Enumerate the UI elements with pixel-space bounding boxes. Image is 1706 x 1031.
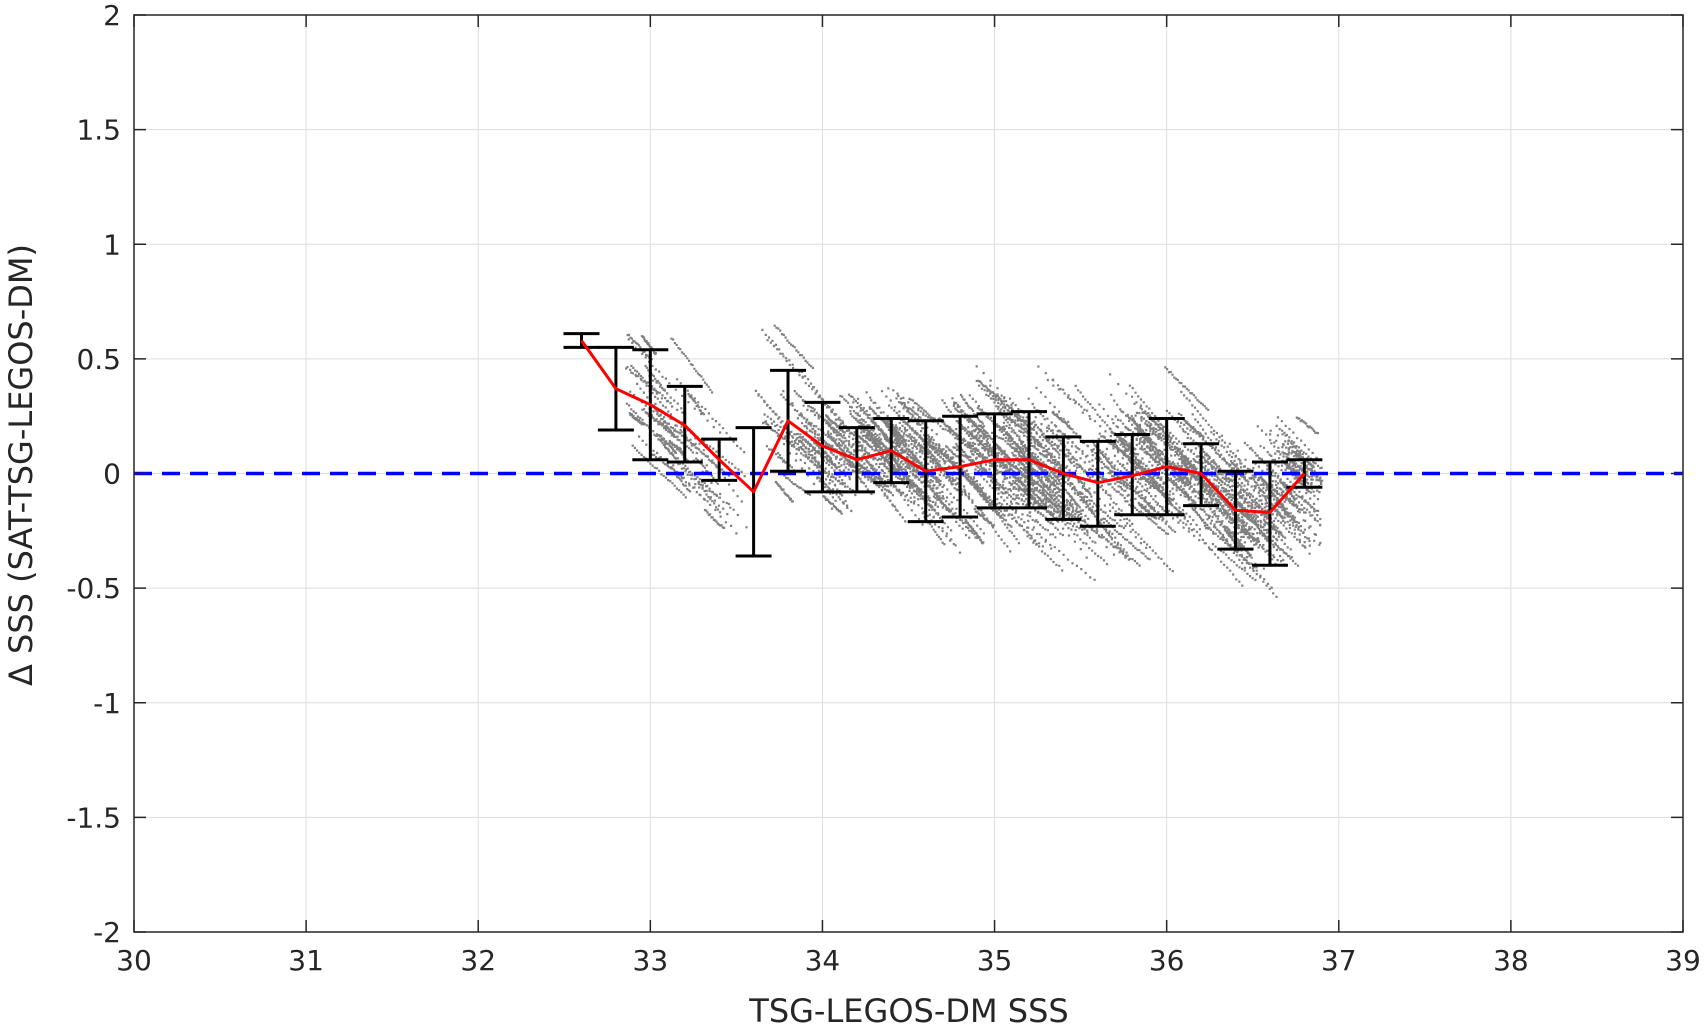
mean-line	[580, 339, 1306, 514]
y-tick-label: -1.5	[66, 801, 121, 834]
x-tick-label: 33	[633, 944, 669, 977]
x-tick-label: 39	[1665, 944, 1701, 977]
x-tick-label: 37	[1321, 944, 1357, 977]
x-tick-label: 36	[1149, 944, 1185, 977]
x-tick-label: 30	[116, 944, 152, 977]
error-bar	[1045, 435, 1082, 521]
y-tick-label: 0	[103, 458, 121, 491]
y-tick-label: -0.5	[66, 572, 121, 605]
x-tick-label: 34	[805, 944, 841, 977]
x-tick-label: 38	[1493, 944, 1529, 977]
y-tick-label: -1	[93, 687, 121, 720]
x-axis-title: TSG-LEGOS-DM SSS	[748, 992, 1068, 1030]
error-bars	[563, 332, 1323, 567]
x-tick-label: 35	[977, 944, 1013, 977]
y-tick-label: 0.5	[76, 343, 121, 376]
y-tick-label: -2	[93, 916, 121, 949]
x-tick-label: 32	[460, 944, 496, 977]
scatter-cloud	[625, 324, 1324, 598]
x-tick-label: 31	[288, 944, 324, 977]
tick-labels: 30 31 32 33 34 35 36 37 38 39 2 1.5 1 0.5 0 -0.5 -1 -1.5 -…	[66, 0, 1700, 977]
y-axis-title: Δ SSS (SAT-TSG-LEGOS-DM)	[2, 244, 40, 686]
y-tick-label: 1.5	[76, 114, 121, 147]
axes	[133, 14, 1684, 933]
y-tick-label: 2	[103, 0, 121, 32]
mean-line-group	[580, 339, 1306, 514]
scatter-points	[625, 324, 1324, 598]
y-tick-label: 1	[103, 228, 121, 261]
